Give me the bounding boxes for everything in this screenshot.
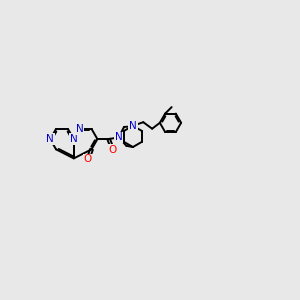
Text: N: N [129,121,137,131]
Text: O: O [84,154,92,164]
Text: N: N [76,124,84,134]
Text: N: N [70,134,78,144]
Text: O: O [109,145,117,155]
Text: N: N [115,132,123,142]
Text: N: N [46,134,54,144]
